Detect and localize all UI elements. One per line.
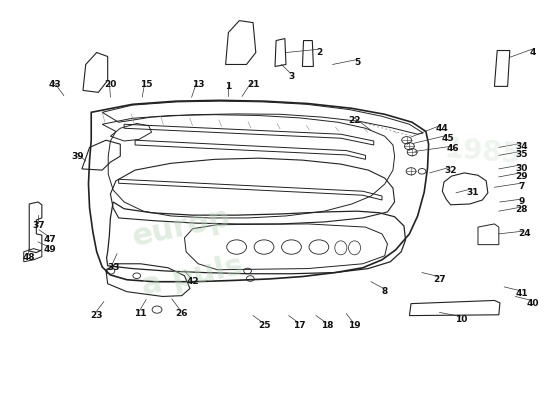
- Text: 10: 10: [455, 315, 468, 324]
- Text: 1985: 1985: [444, 135, 523, 170]
- Text: 49: 49: [43, 245, 57, 254]
- Text: 31: 31: [466, 188, 478, 196]
- Text: 22: 22: [348, 116, 361, 125]
- Text: 13: 13: [192, 80, 205, 89]
- Text: 41: 41: [515, 289, 528, 298]
- Text: 18: 18: [321, 321, 333, 330]
- Text: 39: 39: [71, 152, 84, 161]
- Text: 28: 28: [516, 206, 528, 214]
- Text: 33: 33: [107, 263, 119, 272]
- Text: 24: 24: [518, 229, 531, 238]
- Text: 34: 34: [515, 142, 528, 151]
- Text: 47: 47: [43, 235, 57, 244]
- Text: 43: 43: [48, 80, 60, 89]
- Text: 27: 27: [433, 275, 446, 284]
- Text: 48: 48: [23, 253, 36, 262]
- Text: 44: 44: [436, 124, 449, 133]
- Text: 19: 19: [348, 321, 361, 330]
- Text: 17: 17: [293, 321, 306, 330]
- Text: 35: 35: [516, 150, 528, 159]
- Text: 30: 30: [516, 164, 528, 173]
- Text: 46: 46: [447, 144, 460, 154]
- Text: 2: 2: [316, 48, 322, 57]
- Text: 1: 1: [226, 82, 232, 91]
- Text: a puls: a puls: [139, 251, 246, 301]
- Text: 45: 45: [442, 134, 454, 143]
- Text: 32: 32: [444, 166, 457, 175]
- Text: 9: 9: [519, 198, 525, 206]
- Text: 40: 40: [526, 299, 539, 308]
- Text: europ: europ: [130, 203, 234, 252]
- Text: 26: 26: [175, 309, 188, 318]
- Text: 3: 3: [288, 72, 295, 81]
- Text: 37: 37: [33, 222, 46, 230]
- Text: 25: 25: [258, 321, 270, 330]
- Text: 5: 5: [354, 58, 360, 67]
- Text: 42: 42: [186, 277, 199, 286]
- Text: 21: 21: [247, 80, 259, 89]
- Text: 8: 8: [382, 287, 388, 296]
- Text: 4: 4: [530, 48, 536, 57]
- Text: 29: 29: [515, 172, 528, 180]
- Text: 20: 20: [104, 80, 117, 89]
- Text: 23: 23: [90, 311, 103, 320]
- Text: 7: 7: [519, 182, 525, 190]
- Text: 15: 15: [140, 80, 152, 89]
- Text: 11: 11: [134, 309, 147, 318]
